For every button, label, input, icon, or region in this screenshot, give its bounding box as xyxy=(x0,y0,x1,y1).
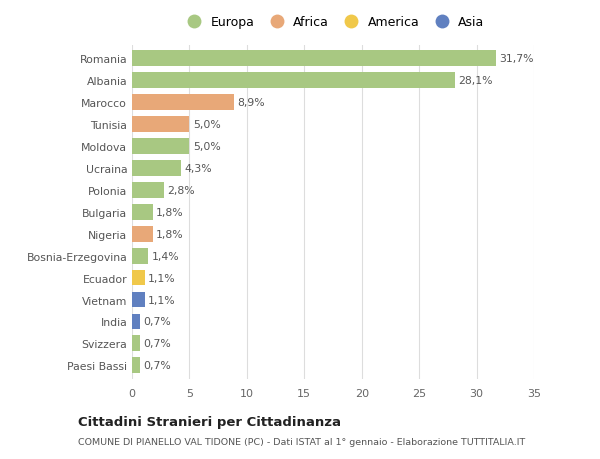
Bar xyxy=(132,226,152,242)
Bar xyxy=(132,161,181,176)
Text: 1,1%: 1,1% xyxy=(148,295,176,305)
Text: 8,9%: 8,9% xyxy=(238,98,265,108)
Text: 5,0%: 5,0% xyxy=(193,120,221,130)
Bar xyxy=(132,117,190,133)
Text: 1,8%: 1,8% xyxy=(156,207,184,217)
Bar xyxy=(132,270,145,286)
Text: 31,7%: 31,7% xyxy=(500,54,534,64)
Bar xyxy=(132,204,152,220)
Text: Cittadini Stranieri per Cittadinanza: Cittadini Stranieri per Cittadinanza xyxy=(78,415,341,428)
Legend: Europa, Africa, America, Asia: Europa, Africa, America, Asia xyxy=(178,12,488,33)
Text: 0,7%: 0,7% xyxy=(143,361,171,370)
Text: 0,7%: 0,7% xyxy=(143,317,171,327)
Bar xyxy=(132,95,234,111)
Bar xyxy=(132,314,140,330)
Text: 2,8%: 2,8% xyxy=(167,185,195,196)
Bar xyxy=(132,73,455,89)
Text: 1,1%: 1,1% xyxy=(148,273,176,283)
Bar xyxy=(132,336,140,352)
Bar xyxy=(132,139,190,155)
Bar xyxy=(132,183,164,198)
Text: 4,3%: 4,3% xyxy=(185,163,212,174)
Text: 1,8%: 1,8% xyxy=(156,229,184,239)
Bar xyxy=(132,292,145,308)
Text: 1,4%: 1,4% xyxy=(152,251,179,261)
Text: 0,7%: 0,7% xyxy=(143,339,171,349)
Text: 28,1%: 28,1% xyxy=(458,76,493,86)
Bar xyxy=(132,358,140,374)
Text: COMUNE DI PIANELLO VAL TIDONE (PC) - Dati ISTAT al 1° gennaio - Elaborazione TUT: COMUNE DI PIANELLO VAL TIDONE (PC) - Dat… xyxy=(78,437,525,446)
Bar xyxy=(132,248,148,264)
Text: 5,0%: 5,0% xyxy=(193,142,221,151)
Bar xyxy=(132,51,496,67)
